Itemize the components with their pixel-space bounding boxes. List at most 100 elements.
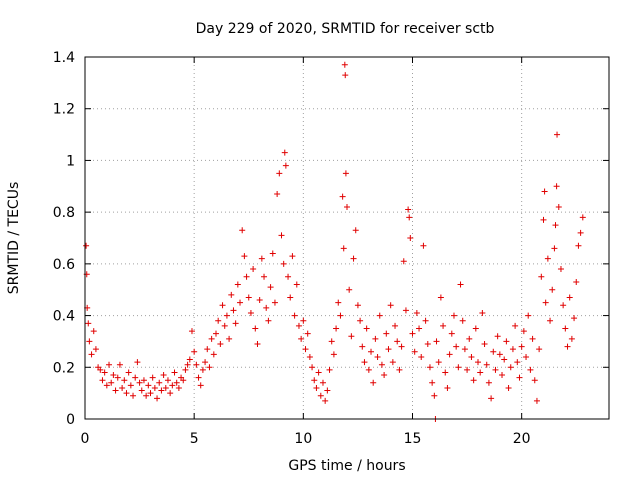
- data-point: [459, 317, 466, 324]
- data-point: [553, 183, 560, 190]
- y-tick-label: 1: [66, 153, 75, 169]
- x-tick-label: 5: [190, 431, 199, 447]
- data-point: [267, 284, 274, 291]
- data-point: [416, 325, 423, 332]
- x-tick-label: 20: [513, 431, 531, 447]
- data-point: [103, 382, 110, 389]
- x-tick-label: 10: [294, 431, 312, 447]
- data-point: [457, 281, 464, 288]
- data-point: [86, 338, 93, 345]
- data-point: [354, 302, 361, 309]
- data-point: [324, 387, 331, 394]
- data-point: [394, 338, 401, 345]
- data-point: [234, 281, 241, 288]
- data-point: [295, 322, 302, 329]
- data-point: [372, 335, 379, 342]
- y-tick-label: 0: [66, 412, 75, 428]
- data-point: [544, 255, 551, 262]
- data-point: [285, 273, 292, 280]
- data-point: [319, 379, 326, 386]
- data-point: [523, 353, 530, 360]
- data-point: [444, 384, 451, 391]
- data-point: [333, 325, 340, 332]
- data-point: [180, 377, 187, 384]
- data-point: [516, 374, 523, 381]
- data-point: [406, 214, 413, 221]
- plot-frame: [84, 56, 610, 420]
- data-point: [101, 369, 108, 376]
- data-point: [477, 369, 484, 376]
- data-point: [485, 379, 492, 386]
- data-point: [245, 294, 252, 301]
- data-point: [376, 312, 383, 319]
- data-point: [488, 395, 495, 402]
- data-point: [158, 387, 165, 394]
- data-point: [461, 346, 468, 353]
- data-point: [186, 356, 193, 363]
- y-tick-label: 0.8: [53, 205, 75, 221]
- data-point: [114, 374, 121, 381]
- data-point: [509, 346, 516, 353]
- data-point: [405, 206, 412, 213]
- data-point: [287, 294, 294, 301]
- data-point: [389, 359, 396, 366]
- data-point: [184, 361, 191, 368]
- x-axis-label: GPS time / hours: [288, 458, 405, 474]
- data-point: [411, 348, 418, 355]
- data-point: [531, 377, 538, 384]
- data-point: [293, 281, 300, 288]
- chart-title: Day 229 of 2020, SRMTID for receiver sct…: [196, 21, 495, 37]
- data-point: [145, 382, 152, 389]
- data-point: [346, 286, 353, 293]
- data-point: [422, 317, 429, 324]
- data-point: [121, 377, 128, 384]
- data-point: [479, 309, 486, 316]
- data-point: [337, 312, 344, 319]
- data-point: [342, 170, 349, 177]
- data-point: [387, 302, 394, 309]
- data-point: [119, 384, 126, 391]
- data-point: [340, 245, 347, 252]
- data-point: [494, 333, 501, 340]
- x-tick-label: 15: [404, 431, 422, 447]
- data-point: [402, 307, 409, 314]
- data-point: [475, 359, 481, 366]
- y-axis-label: SRMTID / TECUs: [6, 182, 22, 295]
- data-point: [195, 374, 202, 381]
- data-point: [429, 379, 436, 386]
- data-point: [123, 390, 130, 397]
- data-point: [464, 366, 471, 373]
- data-point: [512, 322, 519, 329]
- data-point: [169, 382, 176, 389]
- data-point: [88, 351, 95, 358]
- data-point: [361, 359, 368, 366]
- data-point: [501, 356, 508, 363]
- data-point: [552, 222, 559, 229]
- data-point: [162, 384, 169, 391]
- data-point: [210, 351, 217, 358]
- data-point: [326, 366, 333, 373]
- data-point: [322, 397, 329, 404]
- data-point: [527, 366, 534, 373]
- data-point: [280, 260, 287, 267]
- data-point: [424, 341, 431, 348]
- y-tick-label: 0.4: [53, 309, 75, 325]
- data-point: [182, 366, 189, 373]
- data-point: [350, 255, 357, 262]
- data-point: [237, 299, 244, 306]
- data-point: [409, 330, 416, 337]
- data-point: [520, 328, 527, 335]
- data-point: [106, 361, 113, 368]
- data-point: [392, 322, 399, 329]
- data-point: [540, 216, 547, 223]
- data-point: [269, 250, 276, 257]
- data-point: [365, 366, 372, 373]
- data-point: [311, 377, 318, 384]
- data-point: [258, 255, 265, 262]
- data-point: [446, 351, 453, 358]
- data-point: [468, 353, 475, 360]
- y-tick-label: 0.6: [53, 257, 75, 273]
- data-point: [151, 384, 158, 391]
- data-point: [160, 372, 167, 379]
